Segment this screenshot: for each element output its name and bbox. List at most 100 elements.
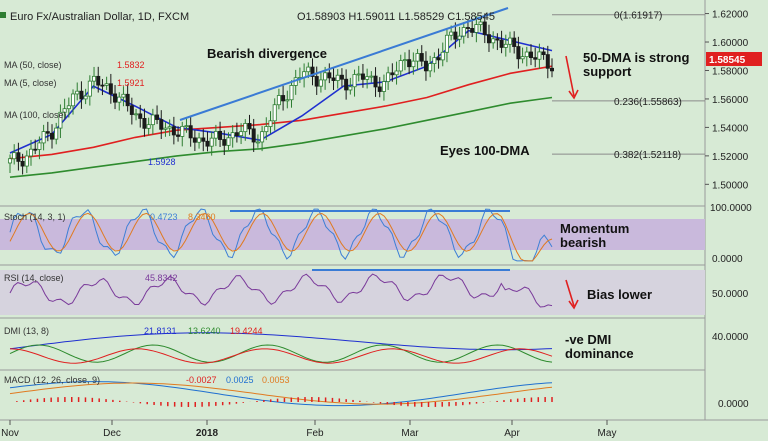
candle-body bbox=[461, 27, 466, 37]
time-tick-label: Nov bbox=[1, 428, 19, 439]
candle-body bbox=[520, 56, 525, 60]
candle-body bbox=[155, 114, 160, 120]
macd-axis: 0.0000 bbox=[718, 399, 749, 410]
candle-body bbox=[276, 95, 281, 106]
candle-body bbox=[318, 79, 323, 87]
candle-body bbox=[449, 31, 454, 36]
time-tick-label: Feb bbox=[306, 428, 324, 439]
candle-body bbox=[138, 113, 143, 119]
legend-extra-value: 1.5928 bbox=[148, 157, 176, 167]
annotation-bearish: bearish bbox=[560, 235, 606, 250]
candle-body bbox=[218, 130, 223, 140]
annotation-momentum: Momentum bbox=[560, 221, 629, 236]
candle-body bbox=[402, 59, 407, 62]
candle-body bbox=[121, 93, 126, 98]
candle-body bbox=[550, 67, 555, 72]
candle-body bbox=[209, 137, 214, 147]
annotation-support-line1: 50-DMA is strong bbox=[583, 50, 689, 65]
candle-body bbox=[545, 54, 550, 69]
candle-body bbox=[327, 72, 332, 79]
candle-body bbox=[491, 38, 496, 44]
candle-body bbox=[470, 28, 475, 33]
candle-body bbox=[66, 105, 71, 110]
annotation-dmi-line2: dominance bbox=[565, 346, 634, 361]
price-axis: 1.62000 1.60000 1.58000 1.56000 1.54000 1.520… bbox=[705, 10, 749, 191]
annotation-eyes-100dma: Eyes 100-DMA bbox=[440, 143, 530, 158]
stoch-value-k: 0.4723 bbox=[150, 212, 178, 222]
candle-body bbox=[45, 131, 50, 134]
dmi-value-minus: 19.4244 bbox=[230, 326, 263, 336]
dmi-adx-line bbox=[9, 332, 553, 351]
candle-body bbox=[474, 24, 479, 33]
candle-body bbox=[100, 84, 105, 87]
candle-body bbox=[251, 128, 256, 143]
candle-body bbox=[205, 140, 210, 147]
legend-ma5-value: 1.5921 bbox=[117, 78, 145, 88]
candle-body bbox=[163, 127, 168, 130]
candle-body bbox=[104, 83, 109, 86]
price-tick-label: 1.52000 bbox=[712, 152, 749, 163]
candle-body bbox=[176, 134, 181, 137]
candle-body bbox=[20, 160, 25, 167]
candle-body bbox=[440, 51, 445, 61]
candle-body bbox=[167, 126, 172, 129]
collapse-icon[interactable] bbox=[0, 12, 6, 18]
candle-body bbox=[503, 43, 508, 48]
ma50-line bbox=[9, 65, 553, 160]
stoch-axis-top: 100.0000 bbox=[710, 203, 752, 214]
candle-body bbox=[12, 152, 17, 160]
candle-body bbox=[352, 74, 357, 88]
candle-body bbox=[243, 123, 248, 133]
ma5-line bbox=[9, 29, 553, 154]
down-arrow-icon bbox=[565, 55, 575, 97]
dmi-minus-line bbox=[9, 348, 553, 364]
candle-body bbox=[16, 152, 21, 162]
macd-line bbox=[9, 381, 553, 407]
down-arrow-icon bbox=[565, 279, 575, 307]
candle-body bbox=[150, 114, 155, 126]
dmi-value-adx: 21.8131 bbox=[144, 326, 177, 336]
candle-body bbox=[226, 137, 231, 146]
ohlc-readout: O1.58903 H1.59011 L1.58529 C1.58545 bbox=[297, 11, 495, 23]
candle-body bbox=[423, 60, 428, 72]
candle-body bbox=[499, 39, 504, 48]
candle-body bbox=[92, 75, 97, 82]
candle-body bbox=[398, 60, 403, 72]
bearish-divergence-trendline bbox=[179, 7, 509, 121]
candle-body bbox=[524, 51, 529, 58]
price-tick-label: 1.62000 bbox=[712, 10, 749, 21]
candle-body bbox=[37, 142, 42, 150]
annotation-bearish-divergence: Bearish divergence bbox=[207, 46, 327, 61]
candle-body bbox=[407, 59, 412, 68]
legend-ma50: MA (50, close) bbox=[4, 60, 62, 70]
candle-body bbox=[365, 76, 370, 80]
stoch-band bbox=[0, 219, 705, 250]
candle-body bbox=[142, 118, 147, 129]
candle-body bbox=[260, 131, 265, 143]
candle-body bbox=[247, 123, 252, 130]
candle-body bbox=[335, 74, 340, 81]
dmi-axis: 40.0000 bbox=[712, 332, 749, 343]
time-axis: Nov Dec 2018 Feb Mar Apr May bbox=[1, 420, 616, 439]
candle-body bbox=[360, 73, 365, 80]
candle-body bbox=[255, 141, 260, 144]
candle-body bbox=[33, 148, 38, 151]
candle-body bbox=[54, 127, 59, 140]
moving-averages bbox=[9, 29, 553, 178]
ma100-line bbox=[9, 96, 553, 178]
candle-body bbox=[306, 66, 311, 73]
candle-body bbox=[356, 73, 361, 76]
candle-body bbox=[222, 139, 227, 146]
candle-body bbox=[96, 75, 101, 86]
candle-body bbox=[268, 120, 273, 127]
candle-body bbox=[339, 74, 344, 80]
instrument-title: Euro Fx/Australian Dollar, 1D, FXCM bbox=[10, 11, 189, 23]
legend-ma5: MA (5, close) bbox=[4, 78, 57, 88]
rsi-label: RSI (14, close) bbox=[4, 273, 64, 283]
candle-body bbox=[541, 51, 546, 56]
macd-value: -0.0027 bbox=[186, 375, 217, 385]
candle-body bbox=[512, 37, 517, 47]
rsi-value: 45.8342 bbox=[145, 273, 178, 283]
candle-body bbox=[394, 70, 399, 76]
